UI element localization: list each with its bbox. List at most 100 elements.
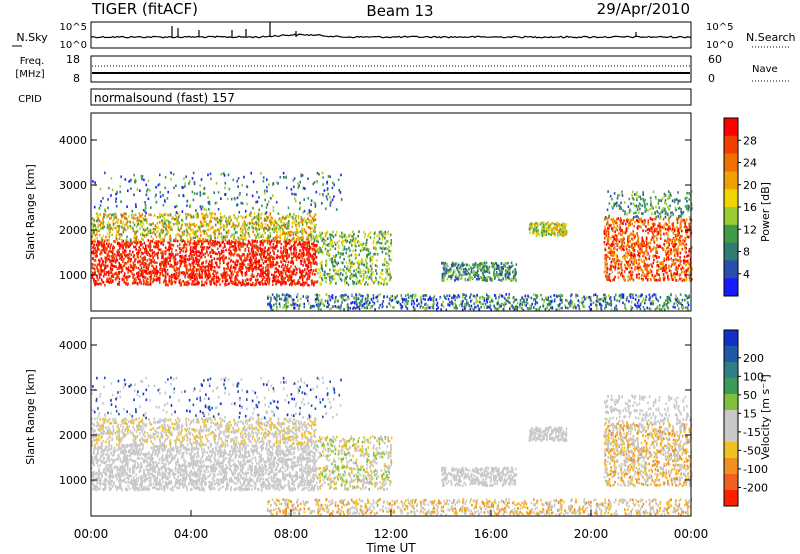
data-cell xyxy=(192,236,195,240)
data-cell xyxy=(136,252,138,255)
data-cell xyxy=(174,205,176,209)
data-cell xyxy=(226,230,228,233)
data-cell xyxy=(141,174,144,178)
data-cell xyxy=(114,261,117,264)
data-cell xyxy=(510,261,513,265)
data-cell xyxy=(260,212,263,215)
data-cell xyxy=(547,222,550,226)
data-cell xyxy=(301,251,303,255)
data-cell xyxy=(320,264,323,267)
data-cell xyxy=(146,280,149,284)
data-cell xyxy=(180,218,183,222)
data-cell xyxy=(279,273,281,277)
data-cell xyxy=(98,241,101,244)
data-cell xyxy=(303,217,305,221)
data-cell xyxy=(288,220,290,223)
data-cell xyxy=(257,212,260,215)
data-cell xyxy=(135,278,137,282)
data-cell xyxy=(266,278,269,282)
data-cell xyxy=(378,241,381,245)
data-cell xyxy=(683,267,685,271)
data-cell xyxy=(314,202,317,205)
data-cell xyxy=(554,223,556,226)
data-cell xyxy=(324,270,326,274)
data-cell xyxy=(266,189,268,193)
data-cell xyxy=(119,247,121,250)
data-cell xyxy=(239,269,241,273)
data-cell xyxy=(209,275,212,279)
data-cell xyxy=(222,236,225,240)
data-cell xyxy=(217,191,220,194)
data-cell xyxy=(143,241,146,245)
data-cell xyxy=(94,258,97,262)
data-cell xyxy=(207,246,210,250)
data-cell xyxy=(185,217,187,221)
data-cell xyxy=(200,220,202,224)
data-cell xyxy=(167,262,170,265)
data-cell xyxy=(162,250,164,254)
data-cell xyxy=(273,223,276,226)
data-cell xyxy=(169,228,172,231)
data-cell xyxy=(562,223,564,227)
data-cell xyxy=(100,270,102,273)
data-cell xyxy=(104,246,107,250)
data-cell xyxy=(103,239,106,243)
beam-title: Beam 13 xyxy=(366,2,433,20)
data-cell xyxy=(267,257,270,260)
data-cell xyxy=(552,227,555,231)
data-cell xyxy=(96,254,98,257)
data-cell xyxy=(686,235,689,239)
data-cell xyxy=(184,283,187,286)
data-cell xyxy=(98,233,101,237)
data-cell xyxy=(305,253,308,257)
data-cell xyxy=(252,256,255,259)
data-cell xyxy=(372,240,375,243)
data-cell xyxy=(358,260,360,263)
data-cell xyxy=(677,264,680,267)
data-cell xyxy=(115,216,118,220)
data-cell xyxy=(322,273,325,276)
data-cell xyxy=(550,233,552,236)
data-cell xyxy=(166,283,168,286)
data-cell xyxy=(280,220,282,224)
data-cell xyxy=(292,270,295,274)
data-cell xyxy=(374,280,376,283)
data-cell xyxy=(213,281,215,285)
data-cell xyxy=(318,246,321,249)
data-cell xyxy=(120,175,122,179)
data-cell xyxy=(448,268,450,272)
data-cell xyxy=(541,221,544,225)
data-cell xyxy=(241,225,243,228)
data-cell xyxy=(135,231,138,234)
data-cell xyxy=(653,227,656,231)
nsearch-label: N.Search xyxy=(746,31,796,44)
data-cell xyxy=(155,265,158,268)
data-cell xyxy=(653,258,655,262)
data-cell xyxy=(206,215,209,218)
data-cell xyxy=(168,280,171,283)
data-cell xyxy=(252,251,255,254)
data-cell xyxy=(365,276,368,280)
data-cell xyxy=(91,230,93,234)
data-cell xyxy=(96,215,98,219)
data-cell xyxy=(456,268,459,272)
data-cell xyxy=(285,257,288,261)
data-cell xyxy=(668,269,671,272)
data-cell xyxy=(202,269,204,272)
data-cell xyxy=(444,265,447,269)
data-cell xyxy=(278,227,280,231)
data-cell xyxy=(259,274,261,278)
data-cell xyxy=(253,254,255,258)
data-cell xyxy=(103,274,105,278)
data-cell xyxy=(295,255,297,258)
data-cell xyxy=(123,227,125,231)
data-cell xyxy=(256,240,258,244)
data-cell xyxy=(219,252,221,256)
data-cell xyxy=(309,233,312,236)
data-cell xyxy=(286,251,288,254)
data-cell xyxy=(234,266,237,270)
data-cell xyxy=(145,248,148,251)
data-cell xyxy=(250,259,253,262)
data-cell xyxy=(219,283,221,286)
data-cell xyxy=(146,188,149,191)
